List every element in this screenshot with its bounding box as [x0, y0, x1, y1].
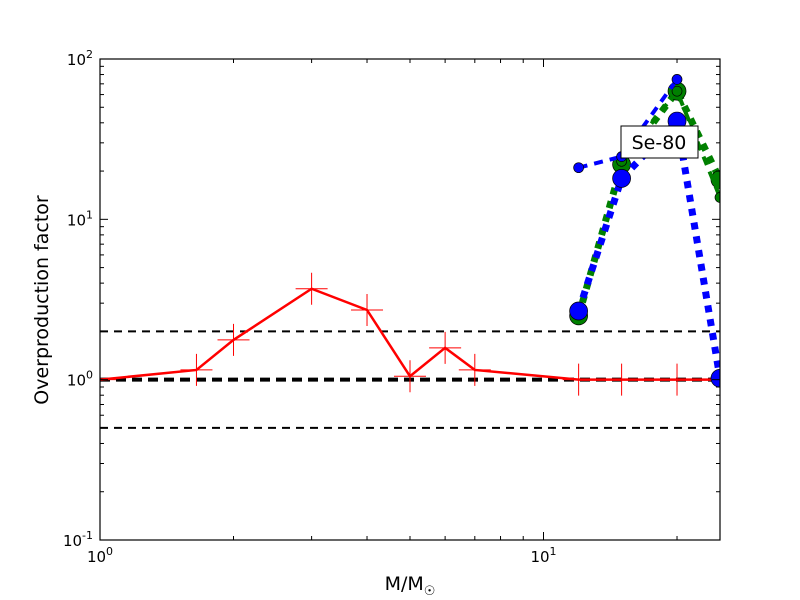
- series-line-4: [575, 113, 720, 379]
- data-point: [569, 301, 588, 321]
- data-point: [180, 353, 213, 386]
- series-line-2: [620, 87, 720, 199]
- data-point: [671, 85, 683, 97]
- annotation-box: [620, 125, 699, 159]
- y-tick-label: 10-1: [63, 529, 93, 550]
- x-tick-label: 100: [87, 545, 113, 566]
- series-line-1: [575, 84, 720, 317]
- data-point: [458, 353, 491, 386]
- y-tick-label: 100: [67, 369, 93, 390]
- data-point: [605, 363, 638, 396]
- data-point: [562, 363, 595, 396]
- data-point: [704, 363, 720, 396]
- y-tick-label: 102: [67, 48, 93, 69]
- x-axis-label: M/M☉: [385, 573, 436, 599]
- data-point: [710, 368, 720, 388]
- y-axis-label: Overproduction factor: [31, 195, 53, 405]
- data-point: [100, 363, 116, 396]
- data-point: [351, 293, 384, 326]
- y-tick-label: 101: [67, 208, 93, 229]
- annotation-label: Se-80: [632, 132, 687, 154]
- data-point: [429, 331, 462, 364]
- data-point: [612, 169, 631, 188]
- data-point: [661, 363, 694, 396]
- data-point: [573, 162, 584, 174]
- data-point: [295, 272, 328, 305]
- data-point: [671, 74, 683, 85]
- data-point: [714, 192, 720, 203]
- axes-frame: [99, 58, 721, 541]
- data-point: [394, 360, 426, 393]
- x-tick-label: 101: [530, 545, 556, 566]
- data-point: [217, 323, 250, 356]
